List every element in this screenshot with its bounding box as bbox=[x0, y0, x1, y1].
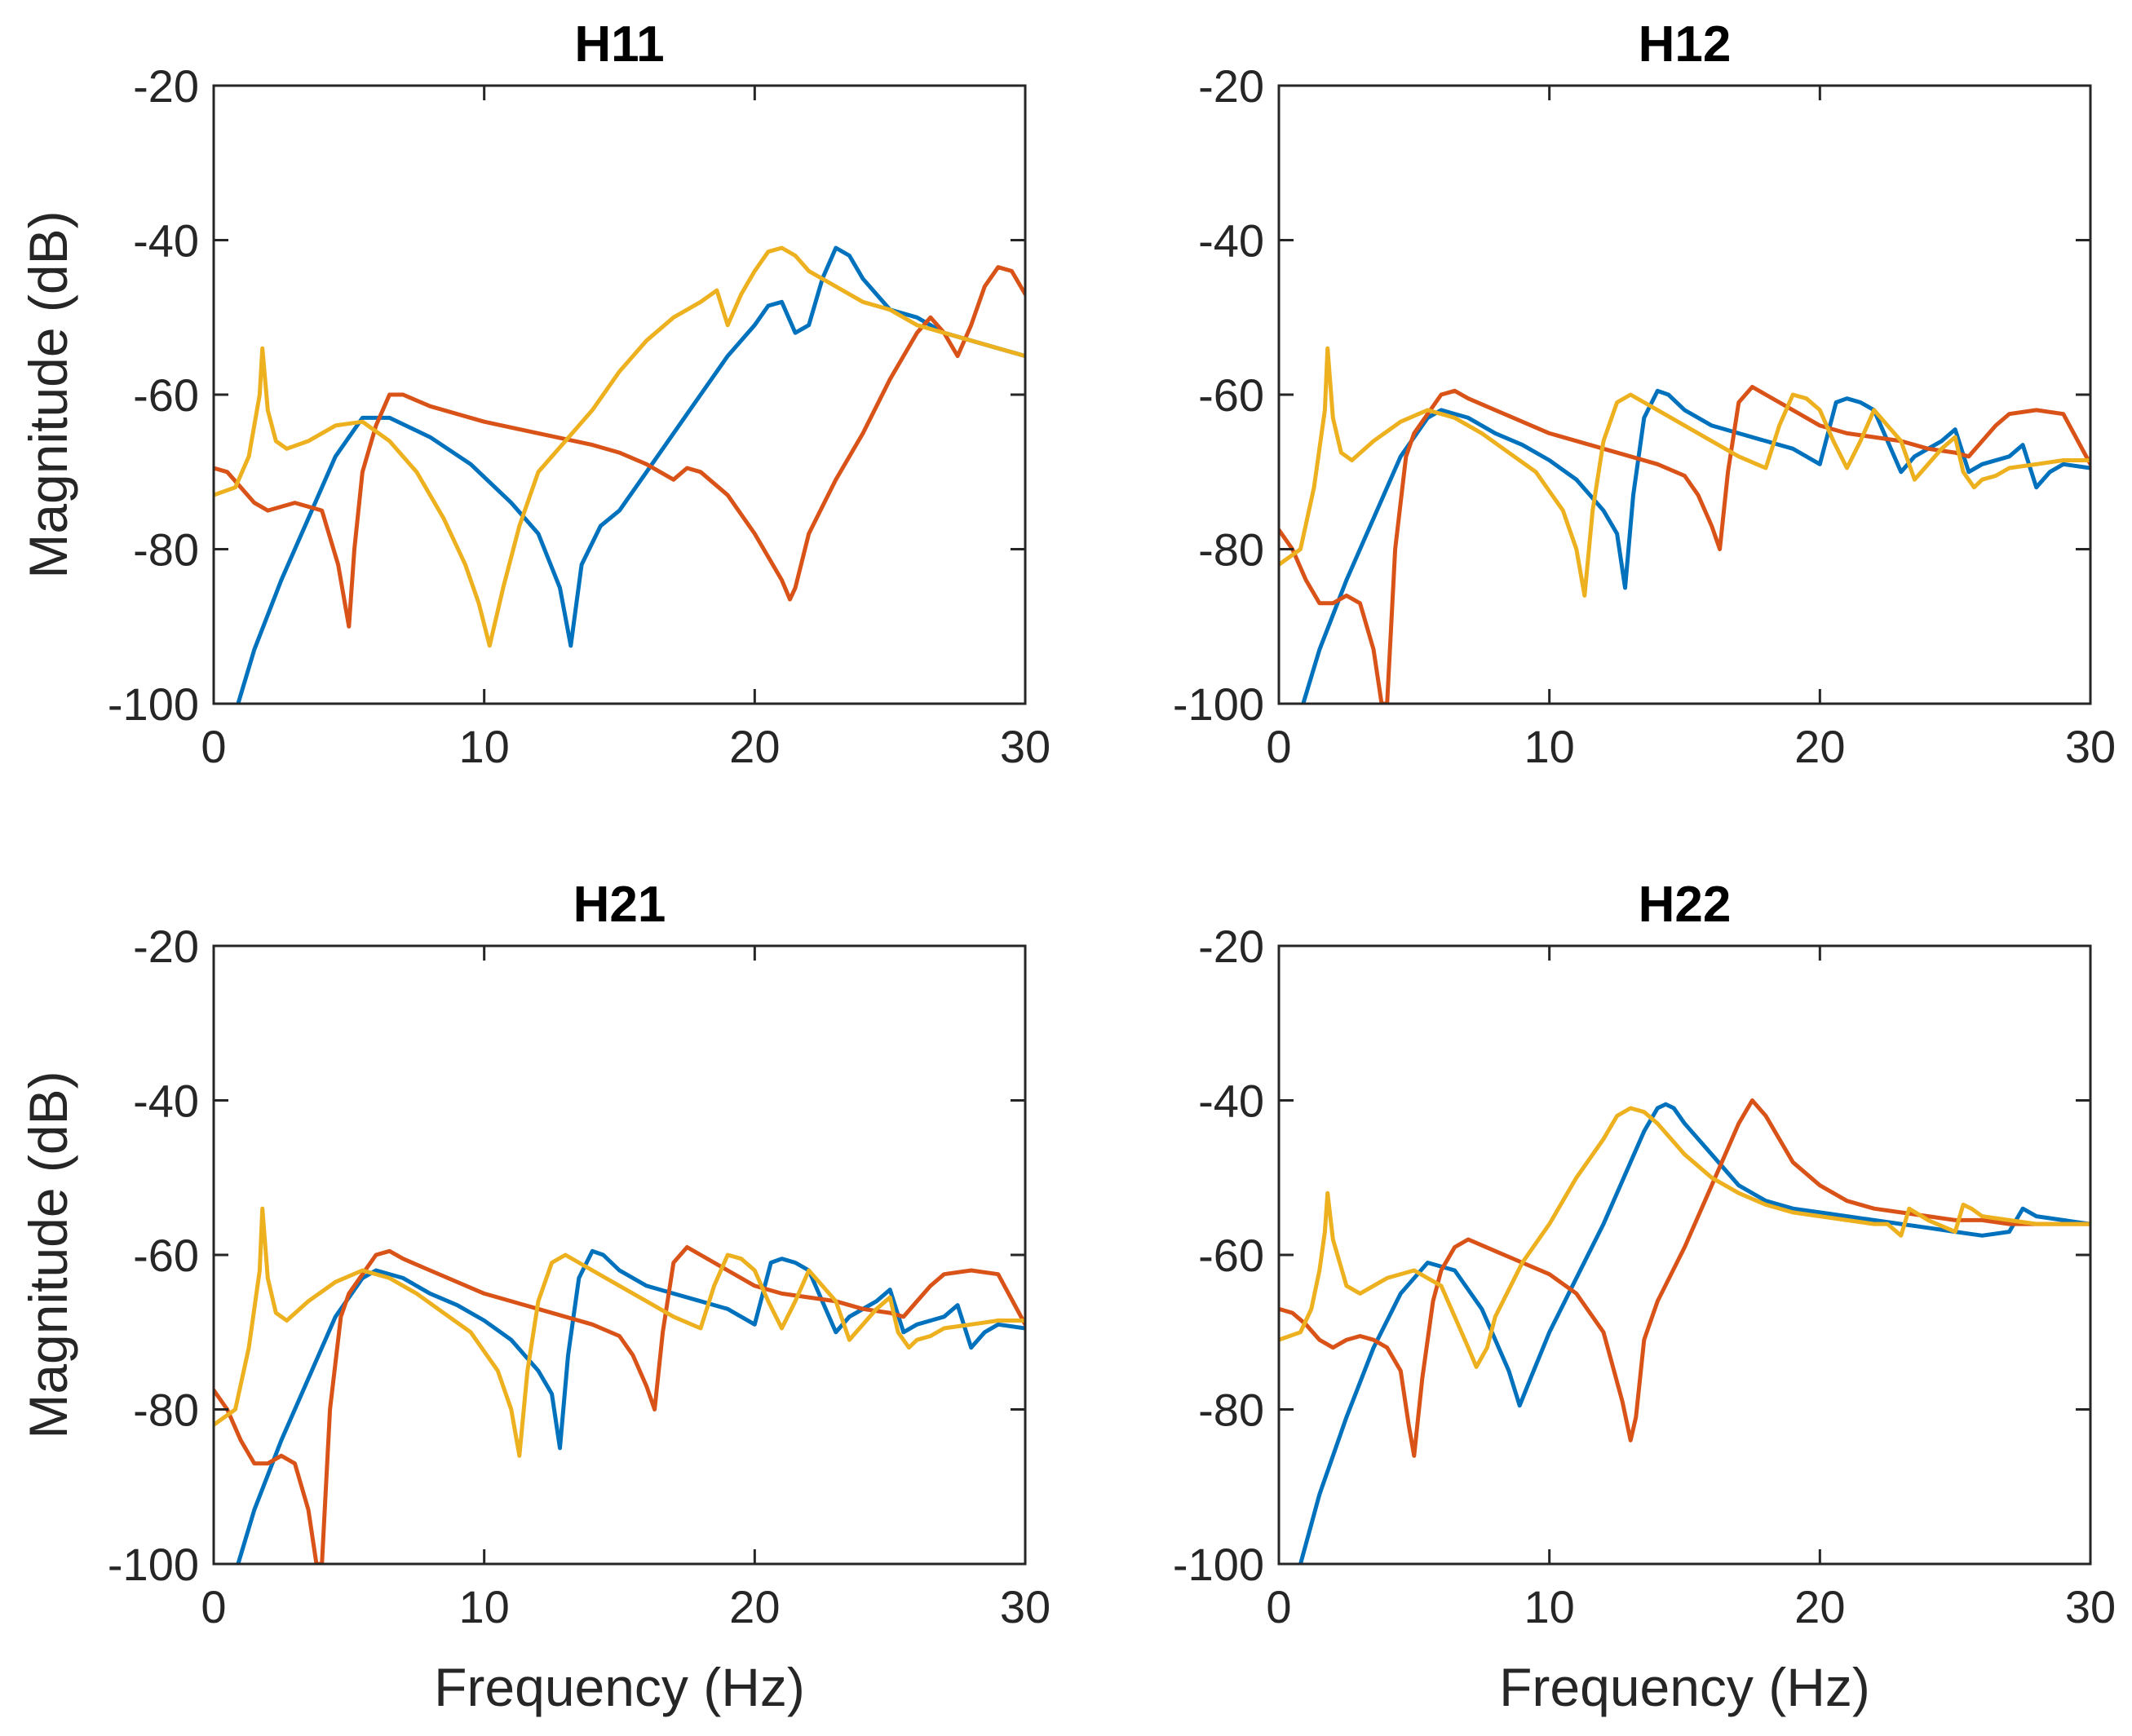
y-tick-label: -80 bbox=[1198, 1385, 1264, 1436]
subplot-h22: H22 Frequency (Hz) 0 10 20 30 -100 -80 -60 -40 -… bbox=[1173, 877, 2116, 1717]
x-tick-label: 10 bbox=[1524, 721, 1575, 772]
x-tick-label: 20 bbox=[729, 1581, 780, 1632]
x-tick-label: 30 bbox=[2065, 721, 2116, 772]
subplot-title: H12 bbox=[1639, 16, 1732, 73]
series-line-2 bbox=[1279, 1098, 2090, 1458]
y-tick-label: -80 bbox=[133, 524, 199, 576]
x-tick-label: 30 bbox=[1000, 721, 1051, 772]
y-tick-label: -100 bbox=[1173, 1539, 1264, 1590]
subplot-h12: H12 0 10 20 30 -100 -80 -60 -40 -20 bbox=[1173, 16, 2116, 772]
series-line-3 bbox=[1279, 346, 2090, 598]
subplot-h21: H21 Magnitude (dB) Frequency (Hz) 0 10 20 3… bbox=[18, 877, 1051, 1717]
x-tick-label: 30 bbox=[1000, 1581, 1051, 1632]
x-axis-label: Frequency (Hz) bbox=[434, 1657, 805, 1717]
x-axis-label: Frequency (Hz) bbox=[1499, 1657, 1870, 1717]
x-tick-label: 20 bbox=[1794, 1581, 1845, 1632]
y-tick-label: -20 bbox=[133, 60, 199, 112]
series-line-3 bbox=[1279, 1106, 2090, 1369]
y-tick-label: -60 bbox=[133, 1230, 199, 1281]
subplot-title: H22 bbox=[1639, 877, 1732, 933]
y-tick-label: -80 bbox=[133, 1385, 199, 1436]
x-tick-label: 20 bbox=[729, 721, 780, 772]
subplot-title: H11 bbox=[574, 16, 664, 73]
series-group bbox=[214, 245, 1025, 704]
series-group bbox=[1279, 1098, 2090, 1564]
x-tick-label: 20 bbox=[1794, 721, 1845, 772]
axes-frame bbox=[212, 84, 1027, 705]
series-line-3 bbox=[214, 245, 1025, 648]
y-tick-label: -40 bbox=[133, 1076, 199, 1127]
axes-frame bbox=[212, 944, 1027, 1566]
x-tick-label: 0 bbox=[1266, 1581, 1291, 1632]
series-group bbox=[214, 1206, 1025, 1564]
series-group bbox=[1279, 346, 2090, 704]
x-tick-label: 0 bbox=[1266, 721, 1291, 772]
series-line-2 bbox=[214, 265, 1025, 629]
y-tick-label: -40 bbox=[1198, 215, 1264, 267]
x-tick-label: 10 bbox=[459, 721, 510, 772]
y-tick-label: -100 bbox=[1173, 678, 1264, 730]
y-tick-label: -60 bbox=[1198, 369, 1264, 421]
y-tick-label: -40 bbox=[1198, 1076, 1264, 1127]
y-tick-label: -20 bbox=[133, 921, 199, 972]
y-tick-label: -40 bbox=[133, 215, 199, 267]
subplot-title: H21 bbox=[573, 877, 666, 933]
y-tick-label: -20 bbox=[1198, 921, 1264, 972]
y-tick-label: -100 bbox=[108, 1539, 199, 1590]
x-tick-label: 10 bbox=[459, 1581, 510, 1632]
series-line-1 bbox=[1298, 1102, 2090, 1564]
x-tick-label: 30 bbox=[2065, 1581, 2116, 1632]
y-tick-label: -60 bbox=[1198, 1230, 1264, 1281]
axes-frame bbox=[1277, 84, 2092, 705]
x-tick-label: 10 bbox=[1524, 1581, 1575, 1632]
series-line-3 bbox=[214, 1206, 1025, 1458]
y-axis-label: Magnitude (dB) bbox=[18, 210, 78, 578]
y-tick-label: -60 bbox=[133, 369, 199, 421]
series-line-1 bbox=[236, 1248, 1025, 1564]
y-tick-label: -80 bbox=[1198, 524, 1264, 576]
axes-frame bbox=[1277, 944, 2092, 1566]
y-axis-label: Magnitude (dB) bbox=[18, 1071, 78, 1438]
y-tick-label: -100 bbox=[108, 678, 199, 730]
x-tick-label: 0 bbox=[201, 721, 226, 772]
x-tick-label: 0 bbox=[201, 1581, 226, 1632]
subplot-h11: H11 Magnitude (dB) 0 10 20 30 -100 -80 -60 -40 -… bbox=[18, 16, 1051, 772]
y-tick-label: -20 bbox=[1198, 60, 1264, 112]
series-line-1 bbox=[1301, 388, 2090, 704]
